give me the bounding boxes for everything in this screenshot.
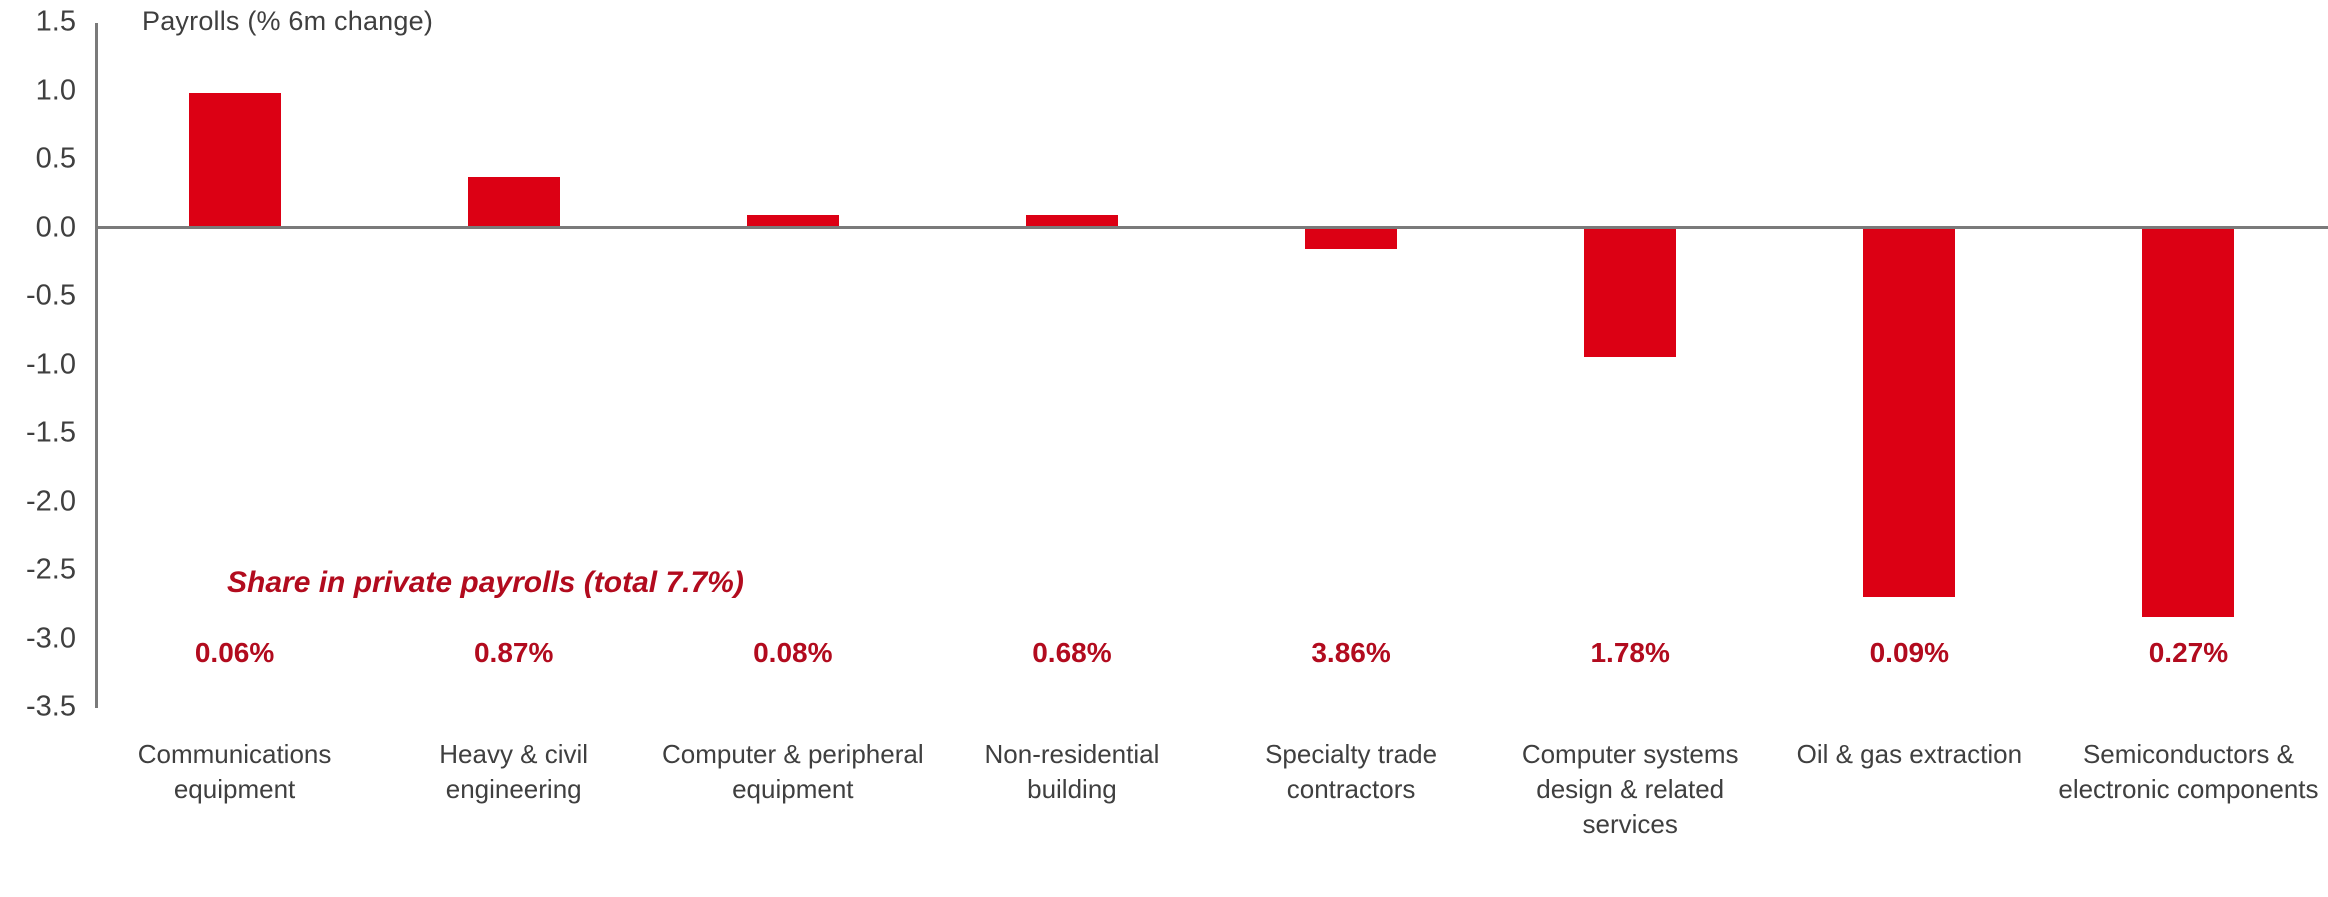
bar-communications-equipment [188,93,281,226]
category-label-oil-gas-extraction: Oil & gas extraction [1796,739,2023,769]
share-value-non-residential-building: 0.68% [1032,637,1112,668]
share-annotation: Share in private payrolls (total 7.7%) [227,566,744,599]
category-label-non-residential-building: Non-residential building [984,739,1160,804]
category-label-communications-equipment: Communications equipment [137,739,332,804]
category-label-computer-peripheral-equipment: Computer & peripheral equipment [662,739,924,804]
share-value-computer-peripheral-equipment: 0.08% [753,637,833,668]
zero-baseline [95,226,2328,229]
category-label-semiconductors-electronic-components: Semiconductors & electronic components [2058,739,2319,804]
y-tick--3.0: -3.0 [26,622,76,654]
category-label-heavy-civil-engineering: Heavy & civil engineering [439,739,589,804]
y-tick--2.0: -2.0 [26,485,76,517]
y-tick-0.0: 0.0 [35,211,76,243]
chart-title: Payrolls (% 6m change) [142,6,434,36]
category-label-specialty-trade-contractors: Specialty trade contractors [1265,739,1438,804]
category-label-computer-systems-design-related-services: Computer systems design & related servic… [1521,739,1739,839]
share-value-heavy-civil-engineering: 0.87% [473,637,554,668]
bar-computer-peripheral-equipment [746,215,839,226]
y-tick--3.5: -3.5 [26,690,76,723]
bar-specialty-trade-contractors [1305,227,1398,249]
bar-computer-systems-design-related-services [1584,227,1677,358]
share-value-communications-equipment: 0.06% [194,637,275,668]
bar-non-residential-building [1025,215,1118,226]
y-tick-0.5: 0.5 [35,142,76,175]
y-tick--1.5: -1.5 [26,416,76,449]
y-tick--2.5: -2.5 [26,553,76,586]
y-tick--0.5: -0.5 [26,279,76,312]
bar-heavy-civil-engineering [467,176,560,226]
share-value-computer-systems-design-related-services: 1.78% [1590,637,1670,668]
share-value-semiconductors-electronic-components: 0.27% [2148,637,2229,668]
share-value-specialty-trade-contractors: 3.86% [1311,637,1391,668]
y-axis [95,23,98,708]
y-tick-1.0: 1.0 [35,74,76,106]
share-value-oil-gas-extraction: 0.09% [1869,637,1950,668]
bar-oil-gas-extraction [1863,227,1956,597]
y-tick-1.5: 1.5 [35,5,76,38]
y-tick--1.0: -1.0 [26,348,76,380]
bar-semiconductors-electronic-components [2142,227,2235,618]
